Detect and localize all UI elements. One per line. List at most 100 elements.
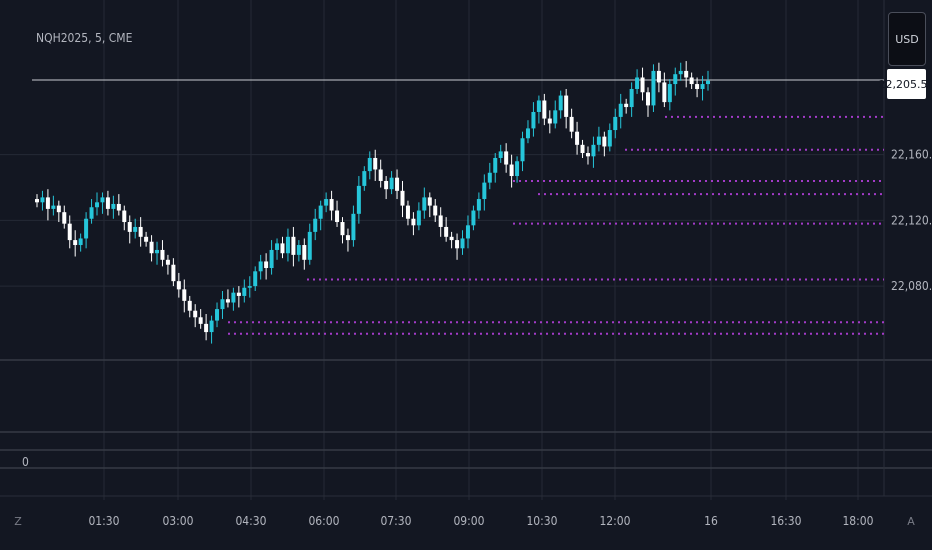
- candle-body-22: [155, 249, 160, 254]
- time-tick-label-7: 12:00: [599, 514, 630, 528]
- candle-body-84: [493, 157, 498, 173]
- horizontal-levels: [228, 115, 884, 335]
- candle-body-61: [367, 157, 372, 172]
- candle-body-36: [231, 292, 236, 303]
- candle-body-111: [640, 77, 645, 93]
- candle-body-118: [678, 70, 683, 75]
- candle-body-26: [176, 281, 181, 290]
- candle-body-21: [149, 241, 154, 254]
- candle-body-46: [285, 236, 290, 254]
- candle-body-98: [569, 116, 574, 132]
- candle-body-60: [362, 171, 367, 186]
- candle-body-13: [105, 197, 110, 209]
- candle-body-55: [335, 210, 340, 223]
- candle-body-38: [242, 287, 247, 296]
- candle-body-2: [45, 197, 50, 209]
- time-tick-label-6: 10:30: [526, 514, 557, 528]
- candle-body-108: [624, 103, 629, 108]
- candle-body-62: [373, 157, 378, 170]
- candle-body-20: [144, 236, 149, 242]
- candle-body-107: [618, 103, 623, 117]
- price-tick-label-0: 22,080.00: [891, 279, 932, 293]
- candle-body-64: [384, 180, 389, 190]
- candle-body-100: [580, 144, 585, 154]
- time-axis[interactable]: 01:30 03:00 04:30 06:00 07:30 09:00 10:30 12:00…: [88, 514, 873, 528]
- candle-body-17: [127, 222, 132, 232]
- candle-body-105: [607, 130, 612, 147]
- time-tick-label-4: 07:30: [380, 514, 411, 528]
- candle-body-12: [100, 197, 105, 203]
- candle-body-8: [78, 238, 83, 246]
- candle-body-73: [433, 205, 438, 216]
- candle-body-51: [313, 218, 318, 232]
- candle-body-106: [613, 116, 618, 131]
- candle-body-50: [307, 231, 312, 260]
- candle-body-89: [520, 138, 525, 162]
- candles: [35, 61, 710, 344]
- candle-body-101: [585, 153, 590, 157]
- candle-body-10: [89, 207, 94, 219]
- candle-body-121: [695, 84, 700, 89]
- candle-body-42: [264, 261, 269, 269]
- candle-body-114: [656, 70, 661, 83]
- candle-body-74: [438, 215, 443, 227]
- candle-body-45: [280, 243, 285, 254]
- candle-body-82: [482, 182, 487, 200]
- candle-body-11: [95, 202, 100, 208]
- candle-body-65: [389, 177, 394, 190]
- candle-body-91: [531, 111, 536, 129]
- currency-button[interactable]: USD: [888, 12, 926, 66]
- candle-body-34: [220, 299, 225, 310]
- auto-scale-z-button[interactable]: Z: [14, 515, 22, 528]
- candle-body-99: [575, 131, 580, 145]
- candle-body-103: [596, 136, 601, 145]
- candle-body-96: [558, 95, 563, 111]
- candle-body-69: [411, 218, 416, 226]
- candle-body-52: [318, 205, 323, 219]
- candle-body-7: [73, 240, 78, 246]
- candle-body-112: [645, 92, 650, 106]
- candle-body-68: [405, 205, 410, 219]
- candle-body-102: [591, 144, 596, 157]
- candle-body-29: [193, 310, 198, 318]
- candle-body-47: [291, 236, 296, 255]
- price-tick-label-2: 22,160.00: [891, 148, 932, 162]
- candle-body-57: [345, 235, 350, 241]
- candle-body-44: [275, 243, 280, 250]
- candle-body-109: [629, 88, 634, 108]
- candle-body-41: [258, 261, 263, 272]
- candle-body-75: [444, 226, 449, 237]
- candle-body-19: [138, 226, 143, 237]
- candle-body-59: [356, 185, 361, 214]
- candle-body-4: [56, 205, 61, 213]
- candle-body-15: [116, 203, 121, 211]
- candle-body-77: [455, 240, 460, 249]
- candle-body-88: [515, 161, 520, 177]
- candle-body-122: [700, 84, 705, 89]
- candle-body-66: [395, 177, 400, 191]
- candle-body-25: [171, 264, 176, 282]
- candle-body-95: [553, 110, 558, 124]
- candle-body-40: [253, 271, 258, 287]
- price-tick-label-1: 22,120.00: [891, 213, 932, 227]
- candle-body-117: [673, 74, 678, 85]
- candle-body-63: [378, 169, 383, 181]
- indicator-value-label: 0: [22, 455, 29, 469]
- candle-body-87: [509, 164, 514, 177]
- symbol-title[interactable]: NQH2025, 5, CME: [36, 31, 133, 45]
- time-tick-label-8: 16: [704, 514, 718, 528]
- candle-body-85: [498, 151, 503, 158]
- candle-body-104: [602, 136, 607, 147]
- auto-scale-button[interactable]: A: [907, 515, 915, 528]
- candle-body-30: [198, 317, 203, 324]
- candle-body-81: [476, 199, 481, 211]
- candle-body-92: [536, 100, 541, 112]
- price-axis[interactable]: 22,080.00 22,120.00 22,160.00: [891, 148, 932, 293]
- candle-body-0: [35, 199, 39, 203]
- candle-body-72: [427, 197, 432, 206]
- candle-body-28: [187, 300, 192, 311]
- candle-body-79: [465, 225, 470, 239]
- candle-body-110: [635, 77, 640, 89]
